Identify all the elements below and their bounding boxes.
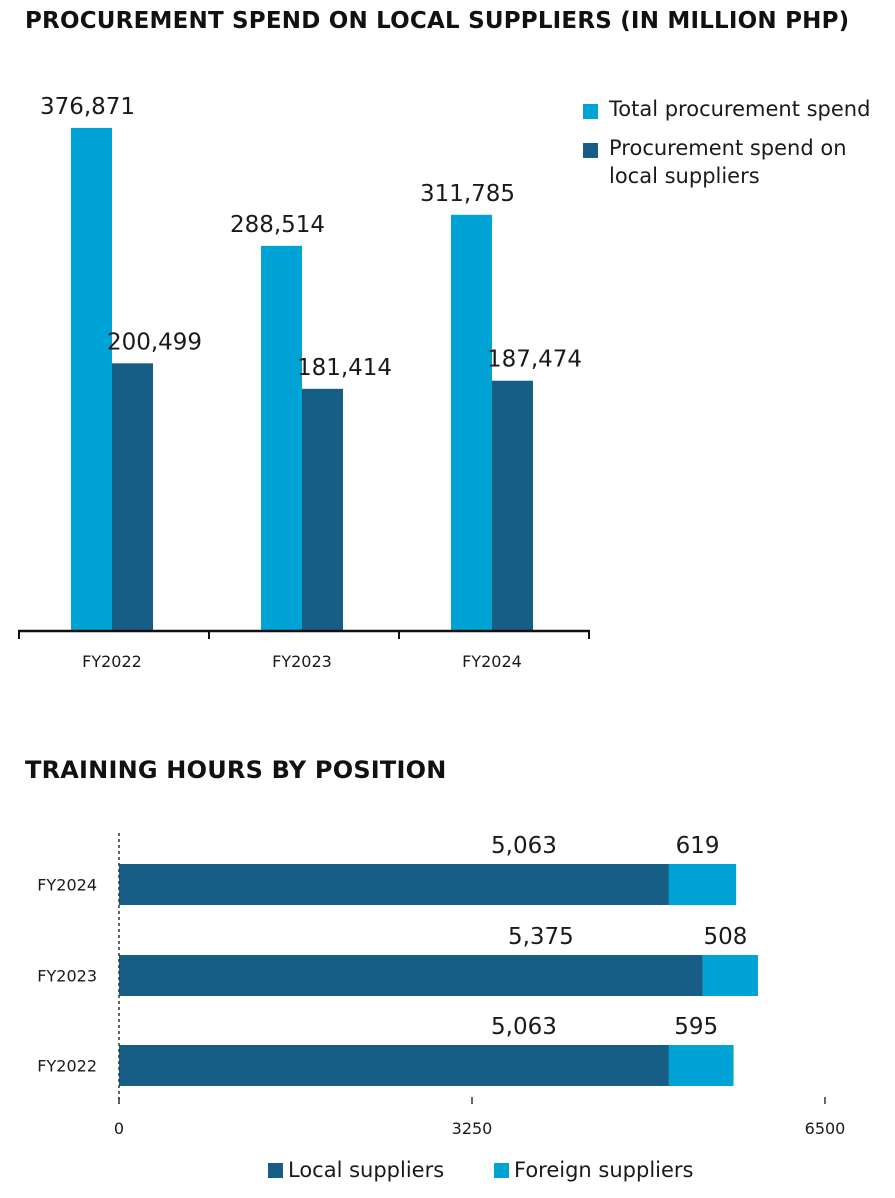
bar-procurement-spend-on-local-suppliers-fy2023 xyxy=(302,388,343,631)
bar-total-procurement-spend-fy2022 xyxy=(71,127,112,632)
legend-label-total-procurement-spend-line-0: Total procurement spend xyxy=(609,97,871,121)
bar-local-suppliers-fy2024 xyxy=(119,864,669,905)
legend-label-local-suppliers: Local suppliers xyxy=(288,1158,445,1182)
bar-total-procurement-spend-fy2024 xyxy=(451,214,492,631)
data-label-local-suppliers-fy2022: 5,063 xyxy=(491,1014,557,1040)
bar-procurement-spend-on-local-suppliers-fy2022 xyxy=(112,363,153,631)
data-label-total-procurement-spend-fy2022: 376,871 xyxy=(40,94,135,120)
y-tick-label-fy2024: FY2024 xyxy=(37,876,97,895)
legend-swatch-foreign-suppliers xyxy=(494,1163,509,1178)
bar-total-procurement-spend-fy2023 xyxy=(261,245,302,632)
legend-label-procurement-spend-on-local-suppliers-line-1: local suppliers xyxy=(609,164,760,188)
bar-foreign-suppliers-fy2024 xyxy=(668,864,737,905)
x-tick-label-fy2022: FY2022 xyxy=(82,652,142,671)
data-label-foreign-suppliers-fy2024: 619 xyxy=(676,833,720,859)
legend-label-procurement-spend-on-local-suppliers-line-0: Procurement spend on xyxy=(609,136,847,160)
legend-label-foreign-suppliers: Foreign suppliers xyxy=(514,1158,694,1182)
x-tick-label-fy2023: FY2023 xyxy=(272,652,332,671)
procurement-bar-chart: 376,871 200,499 FY2022 288,514 181,414 FY2023… xyxy=(18,94,590,671)
x-tick-label-3250: 3250 xyxy=(452,1119,493,1138)
data-label-local-suppliers-fy2023: 5,375 xyxy=(508,924,574,950)
chart-title-training: TRAINING HOURS BY POSITION xyxy=(25,756,447,784)
data-label-procurement-spend-on-local-suppliers-fy2022: 200,499 xyxy=(107,329,202,355)
y-tick-label-fy2023: FY2023 xyxy=(37,967,97,986)
legend-swatch-procurement-spend-on-local-suppliers xyxy=(583,143,598,158)
x-tick-label-0: 0 xyxy=(114,1119,124,1138)
data-label-foreign-suppliers-fy2022: 595 xyxy=(674,1014,718,1040)
bar-local-suppliers-fy2023 xyxy=(119,955,703,996)
data-label-total-procurement-spend-fy2024: 311,785 xyxy=(420,181,515,207)
bar-foreign-suppliers-fy2023 xyxy=(702,955,758,996)
data-label-local-suppliers-fy2024: 5,063 xyxy=(491,833,557,859)
data-label-procurement-spend-on-local-suppliers-fy2024: 187,474 xyxy=(487,347,582,373)
data-label-total-procurement-spend-fy2023: 288,514 xyxy=(230,212,325,238)
bar-procurement-spend-on-local-suppliers-fy2024 xyxy=(492,380,533,631)
bar-local-suppliers-fy2022 xyxy=(119,1045,669,1086)
x-tick-label-6500: 6500 xyxy=(805,1119,846,1138)
data-label-foreign-suppliers-fy2023: 508 xyxy=(703,924,747,950)
legend-swatch-local-suppliers xyxy=(268,1163,283,1178)
bar-foreign-suppliers-fy2022 xyxy=(668,1045,734,1086)
chart-title-procurement: PROCUREMENT SPEND ON LOCAL SUPPLIERS (IN… xyxy=(25,8,850,34)
data-label-procurement-spend-on-local-suppliers-fy2023: 181,414 xyxy=(297,355,392,381)
legend-swatch-total-procurement-spend xyxy=(583,104,598,119)
x-tick-label-fy2024: FY2024 xyxy=(462,652,522,671)
y-tick-label-fy2022: FY2022 xyxy=(37,1057,97,1076)
